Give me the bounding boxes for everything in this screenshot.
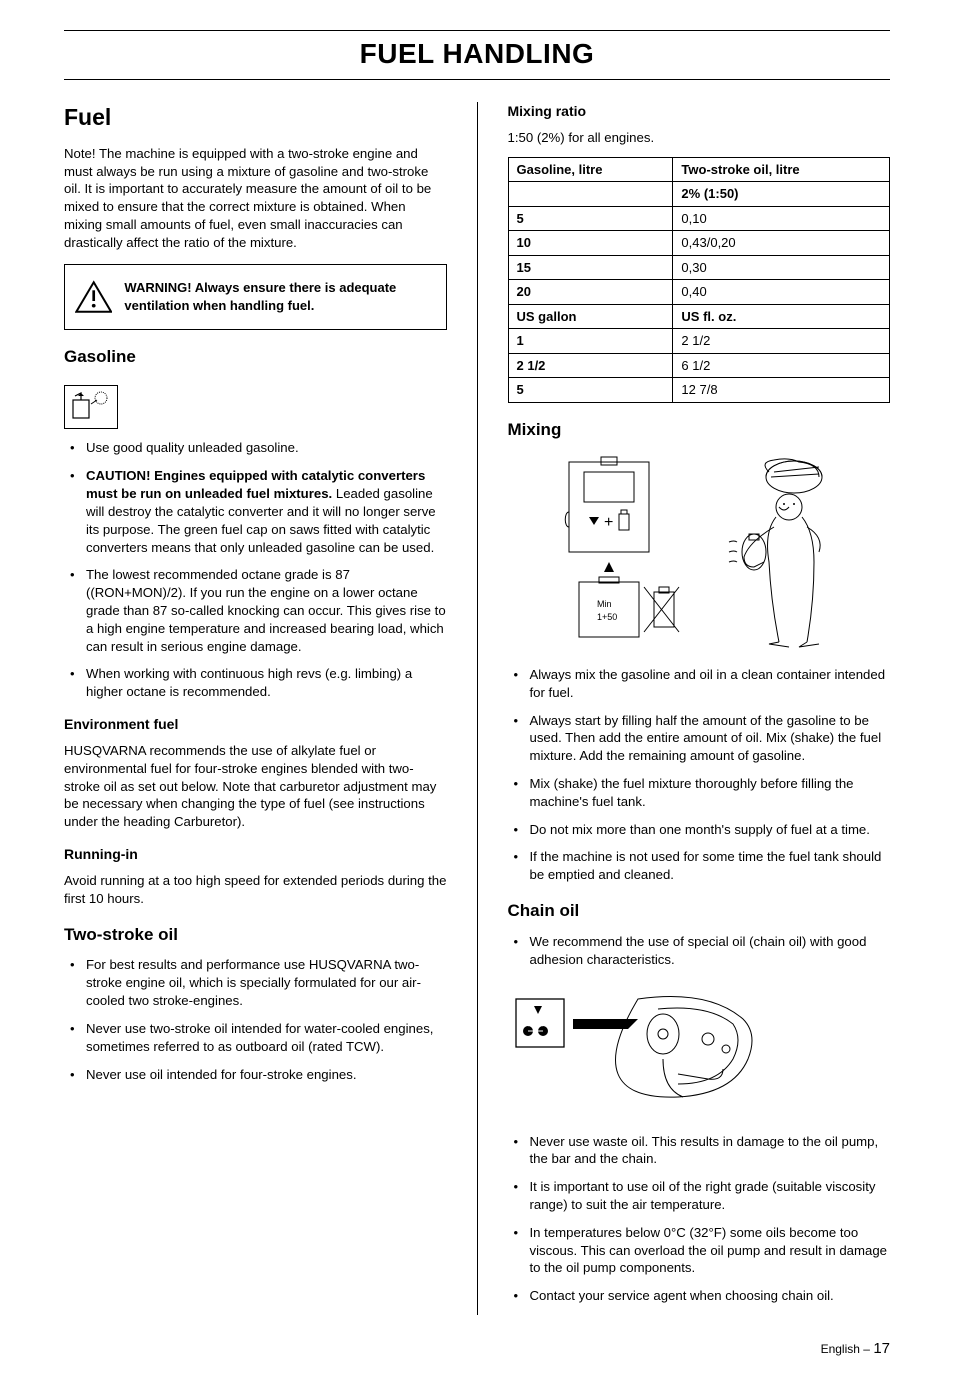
warning-box: WARNING! Always ensure there is adequate… xyxy=(64,264,447,330)
chain-oil-list-1: We recommend the use of special oil (cha… xyxy=(508,933,891,969)
list-item: The lowest recommended octane grade is 8… xyxy=(64,566,447,655)
table-row: Gasoline, litre Two-stroke oil, litre xyxy=(508,157,890,182)
fuel-pump-icon xyxy=(71,390,111,420)
mixing-heading: Mixing xyxy=(508,419,891,442)
mixing-ratio-text: 1:50 (2%) for all engines. xyxy=(508,129,891,147)
gasoline-list: Use good quality unleaded gasoline. CAUT… xyxy=(64,439,447,701)
table-row: 2% (1:50) xyxy=(508,182,890,207)
env-fuel-text: HUSQVARNA recommends the use of alkylate… xyxy=(64,742,447,831)
chain-oil-heading: Chain oil xyxy=(508,900,891,923)
list-item: Always mix the gasoline and oil in a cle… xyxy=(508,666,891,702)
two-stroke-list: For best results and performance use HUS… xyxy=(64,956,447,1083)
table-row: 12 1/2 xyxy=(508,329,890,354)
list-item: Always start by filling half the amount … xyxy=(508,712,891,765)
chain-oil-illustration xyxy=(508,979,891,1119)
running-in-heading: Running-in xyxy=(64,845,447,864)
table-row: 100,43/0,20 xyxy=(508,231,890,256)
table-row: 512 7/8 xyxy=(508,378,890,403)
mixing-table: Gasoline, litre Two-stroke oil, litre 2%… xyxy=(508,157,891,403)
two-stroke-heading: Two-stroke oil xyxy=(64,924,447,947)
warning-text: WARNING! Always ensure there is adequate… xyxy=(124,279,435,314)
svg-text:+: + xyxy=(604,514,613,531)
list-item: Use good quality unleaded gasoline. xyxy=(64,439,447,457)
list-item: Never use oil intended for four-stroke e… xyxy=(64,1066,447,1084)
column-divider xyxy=(477,102,478,1315)
list-item: Never use waste oil. This results in dam… xyxy=(508,1133,891,1169)
mixing-containers-icon: + Min 1+50 xyxy=(549,452,699,652)
table-row: 2 1/26 1/2 xyxy=(508,353,890,378)
svg-text:1+50: 1+50 xyxy=(597,612,617,622)
list-item: Contact your service agent when choosing… xyxy=(508,1287,891,1305)
list-item: We recommend the use of special oil (cha… xyxy=(508,933,891,969)
svg-text:Min: Min xyxy=(597,599,612,609)
running-in-text: Avoid running at a too high speed for ex… xyxy=(64,872,447,908)
list-item: Mix (shake) the fuel mixture thoroughly … xyxy=(508,775,891,811)
mixing-ratio-heading: Mixing ratio xyxy=(508,102,891,121)
gasoline-icon-box xyxy=(64,385,118,430)
fuel-intro: Note! The machine is equipped with a two… xyxy=(64,145,447,252)
page-footer: English – 17 xyxy=(64,1339,890,1359)
table-row: US gallonUS fl. oz. xyxy=(508,304,890,329)
list-item: In temperatures below 0°C (32°F) some oi… xyxy=(508,1224,891,1277)
warning-icon xyxy=(75,273,112,321)
list-item: Do not mix more than one month's supply … xyxy=(508,821,891,839)
mixing-list: Always mix the gasoline and oil in a cle… xyxy=(508,666,891,884)
right-column: Mixing ratio 1:50 (2%) for all engines. … xyxy=(508,102,891,1315)
chainsaw-oil-icon xyxy=(508,979,768,1119)
list-item: It is important to use oil of the right … xyxy=(508,1178,891,1214)
gasoline-heading: Gasoline xyxy=(64,346,447,369)
fuel-heading: Fuel xyxy=(64,102,447,133)
left-column: Fuel Note! The machine is equipped with … xyxy=(64,102,447,1315)
person-shaking-icon xyxy=(719,452,849,652)
chain-oil-list-2: Never use waste oil. This results in dam… xyxy=(508,1133,891,1306)
table-row: 50,10 xyxy=(508,206,890,231)
page-title: FUEL HANDLING xyxy=(64,35,890,73)
list-item: For best results and performance use HUS… xyxy=(64,956,447,1009)
env-fuel-heading: Environment fuel xyxy=(64,715,447,734)
list-item: CAUTION! Engines equipped with catalytic… xyxy=(64,467,447,556)
table-row: 200,40 xyxy=(508,280,890,305)
table-row: 150,30 xyxy=(508,255,890,280)
mixing-illustration: + Min 1+50 xyxy=(508,452,891,652)
list-item: Never use two-stroke oil intended for wa… xyxy=(64,1020,447,1056)
list-item: When working with continuous high revs (… xyxy=(64,665,447,701)
list-item: If the machine is not used for some time… xyxy=(508,848,891,884)
